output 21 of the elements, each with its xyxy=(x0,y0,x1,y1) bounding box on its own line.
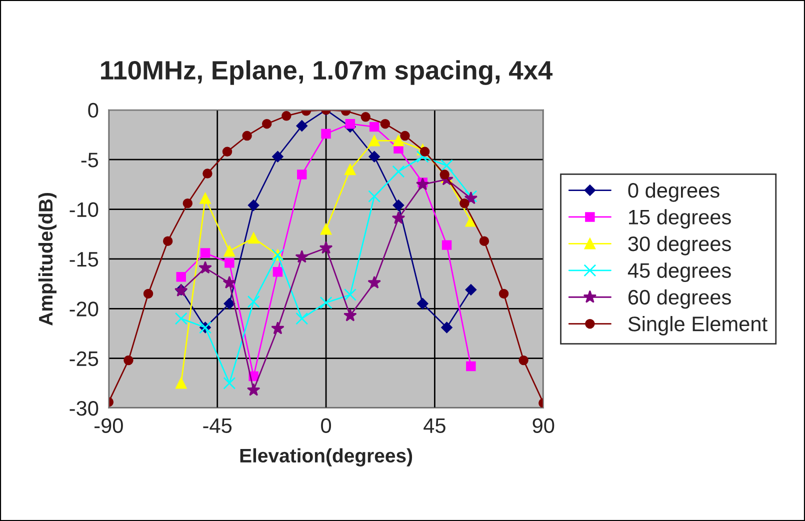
chart-title: 110MHz, Eplane, 1.07m spacing, 4x4 xyxy=(101,60,553,85)
y-tick-label: -15 xyxy=(70,252,98,267)
y-axis-title: Amplitude(dB) xyxy=(38,192,57,326)
x-tick-label: 0 xyxy=(321,418,332,434)
y-tick-label: -5 xyxy=(81,152,98,168)
x-tick-label: -90 xyxy=(94,418,123,434)
legend-label: 30 degrees xyxy=(628,236,731,256)
x-tick-label: 45 xyxy=(424,418,446,434)
y-tick-label: -10 xyxy=(70,202,98,218)
x-tick-label: 90 xyxy=(532,418,554,434)
y-tick-label: -30 xyxy=(70,400,98,416)
y-tick-label: -20 xyxy=(70,302,98,316)
y-tick-label: 0 xyxy=(88,102,98,118)
x-axis-title: Elevation(degrees) xyxy=(240,448,412,466)
legend-label: Single Element xyxy=(628,316,768,336)
legend-label: 15 degrees xyxy=(629,209,731,229)
legend-label: 60 degrees xyxy=(628,289,731,309)
x-tick-label: -45 xyxy=(203,418,232,434)
legend-label: 0 degrees xyxy=(628,182,720,202)
y-tick-label: -25 xyxy=(70,351,98,366)
legend-label: 45 degrees xyxy=(628,262,731,282)
